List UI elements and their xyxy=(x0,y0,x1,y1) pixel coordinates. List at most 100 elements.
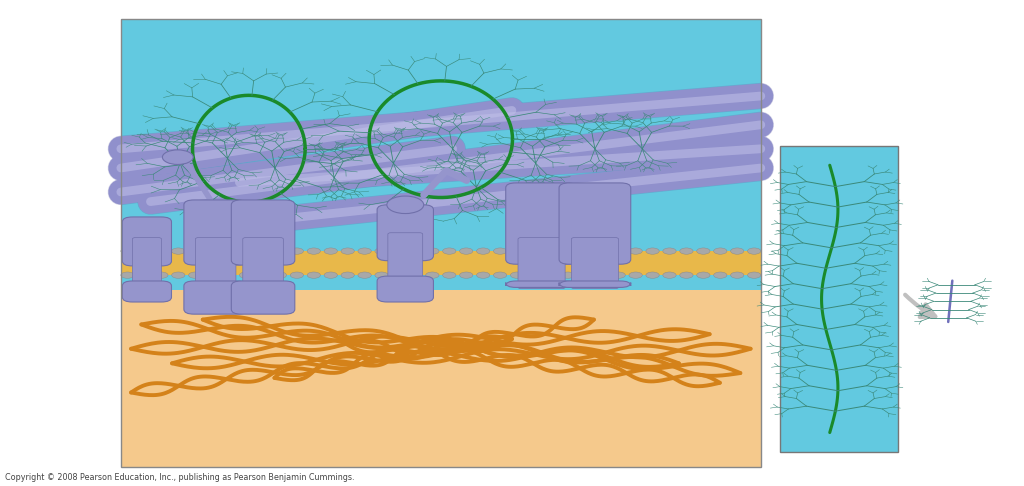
Circle shape xyxy=(409,248,422,254)
FancyBboxPatch shape xyxy=(377,205,433,260)
Circle shape xyxy=(188,248,202,254)
Circle shape xyxy=(358,248,372,254)
Circle shape xyxy=(375,272,388,278)
Circle shape xyxy=(629,248,642,254)
Circle shape xyxy=(222,248,236,254)
Bar xyxy=(780,146,898,452)
Circle shape xyxy=(460,272,473,278)
Circle shape xyxy=(696,272,710,278)
Bar xyxy=(121,251,761,275)
Circle shape xyxy=(172,248,185,254)
FancyBboxPatch shape xyxy=(571,238,618,289)
Circle shape xyxy=(646,272,659,278)
Circle shape xyxy=(629,272,642,278)
Circle shape xyxy=(256,248,269,254)
Circle shape xyxy=(155,248,168,254)
Circle shape xyxy=(714,272,727,278)
Circle shape xyxy=(494,272,507,278)
FancyBboxPatch shape xyxy=(184,200,248,265)
Circle shape xyxy=(476,248,489,254)
Circle shape xyxy=(206,248,219,254)
Circle shape xyxy=(392,272,406,278)
Circle shape xyxy=(121,272,134,278)
Circle shape xyxy=(240,272,253,278)
Circle shape xyxy=(155,272,168,278)
Circle shape xyxy=(646,248,659,254)
FancyBboxPatch shape xyxy=(231,281,295,314)
Text: Copyright © 2008 Pearson Education, Inc., publishing as Pearson Benjamin Cumming: Copyright © 2008 Pearson Education, Inc.… xyxy=(5,473,354,482)
Circle shape xyxy=(663,272,676,278)
FancyBboxPatch shape xyxy=(122,217,171,266)
Bar xyxy=(121,19,761,290)
Circle shape xyxy=(138,272,152,278)
FancyBboxPatch shape xyxy=(132,238,162,289)
Circle shape xyxy=(426,248,439,254)
FancyBboxPatch shape xyxy=(377,276,433,302)
Circle shape xyxy=(442,272,456,278)
Circle shape xyxy=(341,272,354,278)
Circle shape xyxy=(663,248,676,254)
Circle shape xyxy=(696,248,710,254)
Circle shape xyxy=(442,248,456,254)
Circle shape xyxy=(409,272,422,278)
Circle shape xyxy=(561,248,574,254)
Circle shape xyxy=(256,272,269,278)
Circle shape xyxy=(172,272,185,278)
Circle shape xyxy=(121,248,134,254)
Circle shape xyxy=(579,248,592,254)
Circle shape xyxy=(222,272,236,278)
Circle shape xyxy=(510,272,523,278)
Circle shape xyxy=(392,248,406,254)
Circle shape xyxy=(341,248,354,254)
Circle shape xyxy=(748,272,761,278)
Circle shape xyxy=(307,248,321,254)
Circle shape xyxy=(612,248,626,254)
Circle shape xyxy=(730,248,743,254)
FancyBboxPatch shape xyxy=(506,183,578,264)
FancyBboxPatch shape xyxy=(196,238,236,289)
Circle shape xyxy=(240,248,253,254)
Circle shape xyxy=(426,272,439,278)
FancyBboxPatch shape xyxy=(559,183,631,264)
Circle shape xyxy=(494,248,507,254)
Bar xyxy=(554,229,583,243)
Circle shape xyxy=(714,248,727,254)
Circle shape xyxy=(460,248,473,254)
FancyBboxPatch shape xyxy=(559,281,631,287)
Circle shape xyxy=(290,248,303,254)
Circle shape xyxy=(510,248,523,254)
FancyBboxPatch shape xyxy=(122,281,171,302)
FancyBboxPatch shape xyxy=(388,233,423,284)
Circle shape xyxy=(527,272,541,278)
Circle shape xyxy=(612,272,626,278)
Bar xyxy=(121,19,761,467)
Circle shape xyxy=(748,248,761,254)
Circle shape xyxy=(545,272,558,278)
Circle shape xyxy=(138,248,152,254)
Circle shape xyxy=(476,272,489,278)
Circle shape xyxy=(273,272,287,278)
FancyBboxPatch shape xyxy=(518,238,565,289)
Circle shape xyxy=(545,248,558,254)
Circle shape xyxy=(387,196,424,213)
Circle shape xyxy=(680,248,693,254)
Circle shape xyxy=(595,248,608,254)
Circle shape xyxy=(375,248,388,254)
Circle shape xyxy=(358,272,372,278)
FancyBboxPatch shape xyxy=(184,281,248,314)
FancyBboxPatch shape xyxy=(231,200,295,265)
Bar xyxy=(121,290,761,467)
Circle shape xyxy=(290,272,303,278)
Circle shape xyxy=(273,248,287,254)
Circle shape xyxy=(307,272,321,278)
Circle shape xyxy=(324,272,337,278)
Circle shape xyxy=(680,272,693,278)
Circle shape xyxy=(324,248,337,254)
Circle shape xyxy=(595,272,608,278)
Circle shape xyxy=(188,272,202,278)
Circle shape xyxy=(561,272,574,278)
Circle shape xyxy=(730,272,743,278)
Circle shape xyxy=(206,272,219,278)
Circle shape xyxy=(579,272,592,278)
FancyBboxPatch shape xyxy=(506,281,578,287)
